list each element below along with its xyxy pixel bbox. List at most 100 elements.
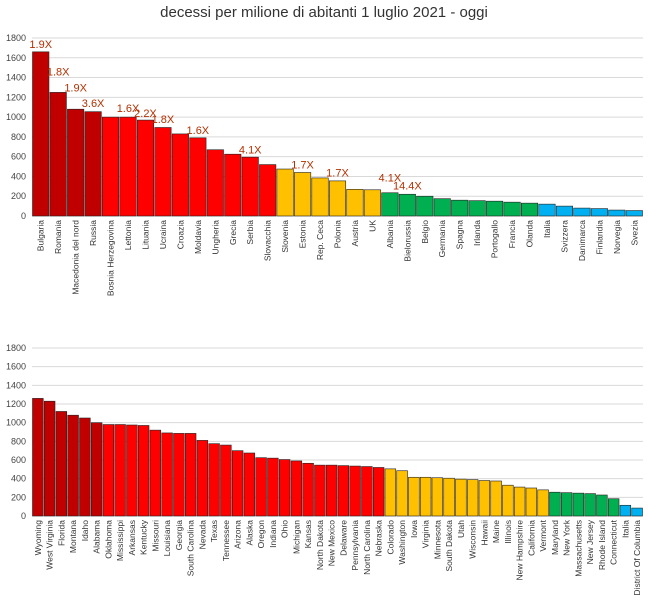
chart2-ytick-label: 800 (11, 436, 26, 446)
chart1-bar (294, 172, 312, 217)
chart2-category-label: Idaho (80, 520, 90, 542)
chart2-category-label: District Of Columbia (632, 520, 642, 596)
chart1-ratio-label: 4.1X (379, 172, 402, 184)
chart1-ytick-label: 1600 (6, 53, 26, 63)
chart1-bar (486, 200, 504, 217)
chart1-category-label: Croazia (175, 220, 185, 250)
chart2-bar (478, 480, 491, 517)
chart2-category-label: Arkansas (127, 520, 137, 555)
chart2-category-label: Maine (491, 520, 501, 543)
chart2-bar (419, 476, 432, 517)
chart2-bar (243, 452, 256, 517)
chart2-bar (396, 470, 408, 517)
chart2-category-label: Montana (68, 520, 78, 553)
chart1-ratio-label: 1.8X (152, 114, 175, 126)
chart1-bar (328, 180, 347, 217)
chart2-category-label: Pennsylvania (350, 520, 360, 571)
chart1-category-label: UK (367, 220, 377, 232)
chart1-ratio-label: 1.9X (29, 39, 52, 51)
chart1-bar (538, 203, 556, 217)
chart2-category-label: South Dakota (444, 520, 454, 572)
chart2-bar (466, 479, 479, 517)
chart1-bar (206, 149, 224, 217)
chart2-bar (314, 464, 326, 517)
chart2-category-label: Indiana (268, 520, 278, 548)
chart2-bar (290, 460, 303, 517)
chart1-category-label: Moldavia (193, 220, 203, 254)
chart2-category-label: Illinois (503, 520, 513, 544)
chart2-ytick-label: 600 (11, 455, 26, 465)
chart2-category-label: Arizona (233, 520, 243, 549)
chart2-category-label: Alaska (244, 520, 254, 546)
chart1-ratio-label: 1.7X (326, 167, 349, 179)
chart1-category-label: Romania (53, 220, 63, 254)
chart1-category-label: Belgio (420, 220, 430, 244)
chart2-category-label: Wisconsin (468, 520, 478, 559)
chart2-bar (184, 433, 197, 517)
chart2-category-label: North Dakota (315, 520, 325, 570)
chart1-category-label: Lituania (140, 220, 150, 250)
chart2-category-label: Massachusetts (573, 520, 583, 577)
chart2-ytick-label: 1400 (6, 380, 26, 390)
chart1-bar (102, 116, 120, 217)
chart2-bar (278, 459, 291, 517)
chart2-bar (619, 504, 632, 517)
chart1-ytick-label: 600 (11, 152, 26, 162)
chart2-category-label: Connecticut (609, 519, 619, 565)
chart1-bar (276, 168, 294, 217)
chart2-category-label: West Virginia (45, 520, 55, 570)
chart1-category-label: Rep. Ceca (315, 220, 325, 260)
chart2-category-label: Tennessee (221, 520, 231, 561)
chart2-bar (161, 432, 173, 517)
chart1-ratio-label: 1.7X (291, 160, 314, 172)
chart2-category-label: Florida (56, 520, 66, 546)
chart2-bar (32, 398, 44, 517)
chart2-bar (231, 450, 244, 517)
chart2-bar (513, 486, 526, 517)
chart1-ytick-label: 1800 (6, 33, 26, 43)
chart1-bar (84, 111, 102, 217)
chart1-bar (154, 127, 172, 217)
chart1-category-label: Olanda (525, 220, 535, 248)
chart1-category-label: Finlandia (594, 220, 604, 255)
chart2-bar (67, 414, 79, 517)
chart1-bar (67, 108, 85, 217)
chart1-bar (503, 201, 521, 217)
chart1-category-label: Norvegia (612, 220, 622, 254)
chart2-category-label: Alabama (92, 520, 102, 554)
chart2-category-label: Texas (209, 520, 219, 542)
chart2-bar (607, 498, 620, 517)
chart2-category-label: New York (562, 519, 572, 556)
chart2-bar (408, 476, 420, 517)
chart2-bar (572, 492, 585, 517)
chart1-category-label: Bulgaria (36, 220, 46, 251)
chart1-category-label: Albania (385, 220, 395, 249)
chart2-bar (549, 491, 561, 517)
chart1-category-label: Austria (350, 220, 360, 247)
chart2-category-label: Nevada (197, 520, 207, 550)
chart1-category-label: Slovenia (280, 220, 290, 253)
chart1-bar (346, 189, 364, 217)
chart2-bar (560, 492, 573, 517)
chart2-bar (455, 478, 467, 517)
chart2-bar (79, 417, 91, 517)
chart1-category-label: Polonia (333, 220, 343, 249)
chart1-category-label: Svezia (629, 220, 639, 246)
chart2-category-label: Delaware (338, 520, 348, 556)
chart2-bar (102, 424, 115, 517)
chart2-bar (384, 468, 397, 517)
chart2-category-label: South Carolina (186, 520, 196, 577)
chart2-bar (137, 425, 150, 517)
chart2-category-label: Nebraska (374, 520, 384, 557)
chart2-ytick-label: 0 (21, 511, 26, 521)
chart2-ytick-label: 1600 (6, 362, 26, 372)
chart1-ytick-label: 1400 (6, 73, 26, 83)
chart2-category-label: New Jersey (585, 519, 595, 564)
chart1-bar (433, 198, 451, 217)
chart1-category-label: Lettonia (123, 220, 133, 251)
chart2-bar (631, 507, 643, 517)
chart2-bar (208, 443, 220, 517)
chart1-bar (555, 205, 573, 217)
chart2-category-label: Oklahoma (103, 520, 113, 559)
chart1-category-label: Grecia (228, 220, 238, 245)
